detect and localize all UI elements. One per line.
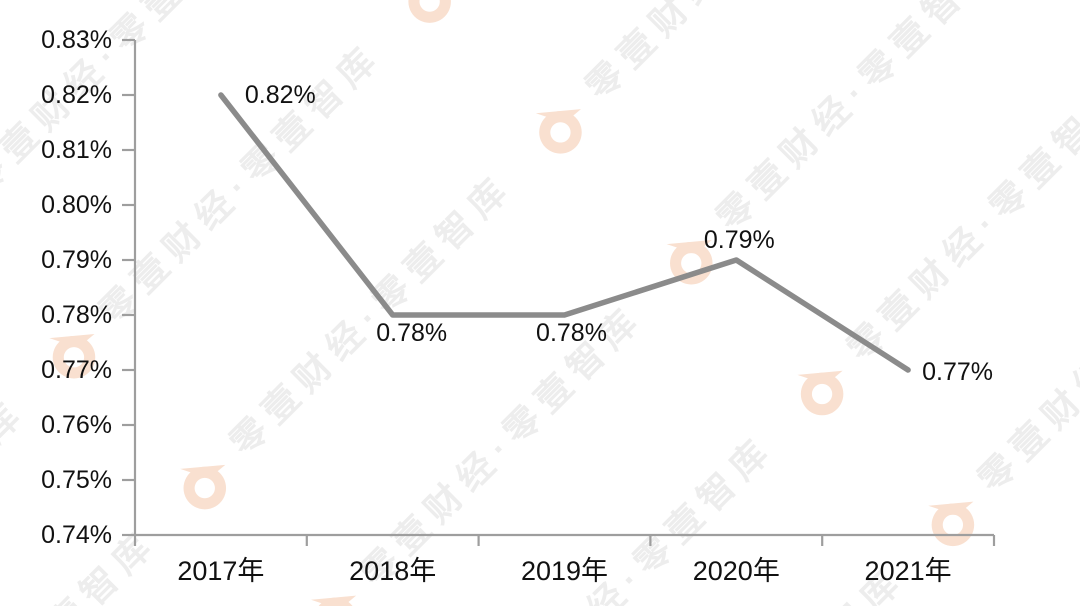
y-tick-label: 0.77% — [41, 356, 112, 384]
y-tick-label: 0.83% — [41, 26, 112, 54]
data-point-label: 0.77% — [922, 358, 993, 386]
y-tick-label: 0.82% — [41, 81, 112, 109]
x-axis-label: 2018年 — [349, 556, 436, 586]
data-point-label: 0.78% — [376, 319, 447, 347]
x-axis-label: 2019年 — [521, 556, 608, 586]
y-tick-label: 0.75% — [41, 466, 112, 494]
y-tick-label: 0.78% — [41, 301, 112, 329]
x-axis-label: 2021年 — [865, 556, 952, 586]
y-tick-label: 0.79% — [41, 246, 112, 274]
y-tick-label: 0.74% — [41, 521, 112, 549]
y-tick-label: 0.76% — [41, 411, 112, 439]
data-point-label: 0.79% — [704, 226, 775, 254]
y-tick-label: 0.80% — [41, 191, 112, 219]
x-axis-label: 2017年 — [177, 556, 264, 586]
x-axis-label: 2020年 — [693, 556, 780, 586]
y-tick-label: 0.81% — [41, 136, 112, 164]
data-point-label: 0.82% — [245, 81, 316, 109]
trend-line — [218, 92, 911, 373]
data-point-label: 0.78% — [536, 319, 607, 347]
